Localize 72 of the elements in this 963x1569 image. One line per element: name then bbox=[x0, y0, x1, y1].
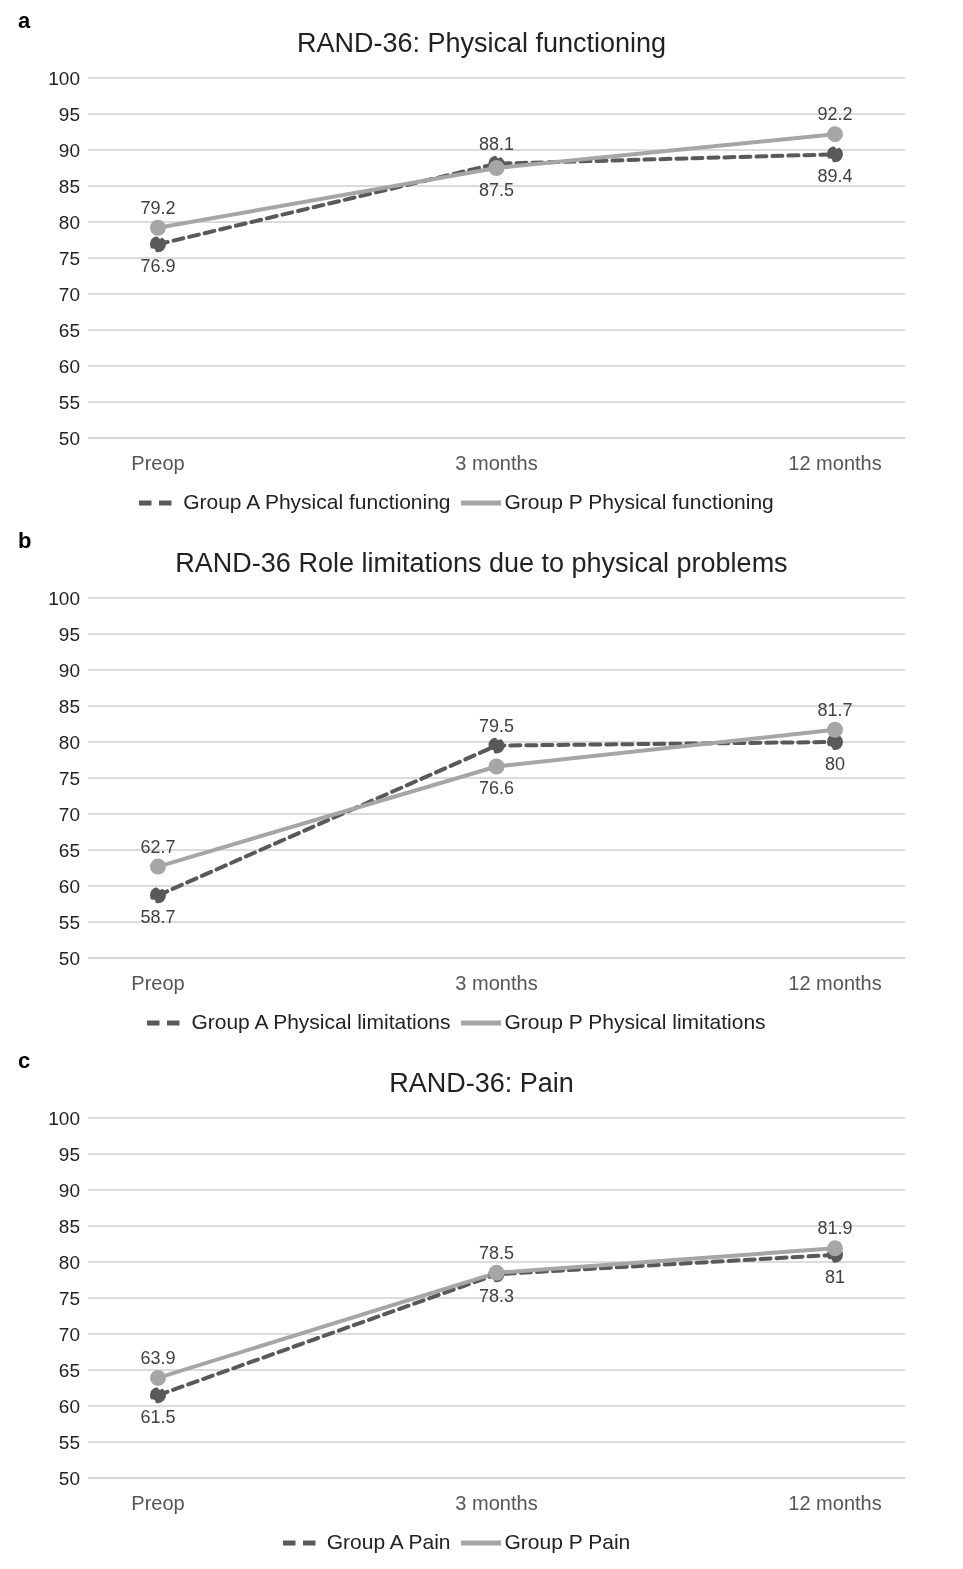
text: a bbox=[18, 8, 31, 34]
data-label: 78.5 bbox=[478, 1242, 515, 1263]
x-tick-label: 12 months bbox=[788, 1492, 882, 1515]
x-tick-label: 3 months bbox=[455, 1492, 538, 1515]
x-tick-label: Preop bbox=[131, 1492, 185, 1515]
text: b bbox=[18, 528, 32, 554]
x-tick-label: Preop bbox=[131, 972, 185, 995]
data-label: 87.5 bbox=[478, 180, 515, 200]
y-tick-label: 80 bbox=[58, 731, 80, 753]
legend-label: Group P Pain bbox=[504, 1529, 631, 1553]
y-tick-label: 90 bbox=[58, 659, 80, 681]
data-label: 92.2 bbox=[817, 104, 853, 125]
data-label: 76.6 bbox=[478, 778, 515, 799]
data-label: 62.7 bbox=[140, 836, 176, 857]
data-label: 76.9 bbox=[140, 256, 176, 277]
y-tick-label: 70 bbox=[58, 283, 80, 305]
x-tick-label: 12 months bbox=[788, 972, 882, 995]
legend-label: Group A Physical functioning bbox=[183, 489, 451, 513]
y-tick-label: 70 bbox=[58, 1323, 80, 1345]
y-tick-label: 100 bbox=[48, 587, 80, 609]
y-tick-label: 75 bbox=[58, 1287, 80, 1309]
data-label: 79.5 bbox=[478, 715, 515, 736]
x-tick-label: 3 months bbox=[455, 452, 538, 475]
y-tick-label: 65 bbox=[58, 839, 80, 861]
x-tick-label: Preop bbox=[131, 452, 185, 475]
y-tick-label: 90 bbox=[58, 1179, 80, 1201]
data-label: 58.7 bbox=[140, 907, 176, 928]
y-tick-label: 55 bbox=[58, 911, 80, 933]
y-tick-label: 60 bbox=[58, 355, 80, 377]
text: c bbox=[18, 1048, 31, 1074]
y-tick-label: 55 bbox=[58, 1431, 80, 1453]
y-tick-label: 95 bbox=[58, 103, 80, 125]
y-tick-label: 80 bbox=[58, 1251, 80, 1273]
legend-label: Group A Pain bbox=[326, 1529, 451, 1553]
y-tick-label: 95 bbox=[58, 623, 80, 645]
y-tick-label: 70 bbox=[58, 803, 80, 825]
y-tick-label: 90 bbox=[58, 139, 80, 161]
data-label: 78.3 bbox=[478, 1286, 515, 1307]
data-label: 88.1 bbox=[478, 133, 515, 154]
chart-title: RAND-36: Physical functioning bbox=[296, 28, 667, 58]
y-tick-label: 60 bbox=[58, 1395, 80, 1417]
y-tick-label: 65 bbox=[58, 1359, 80, 1381]
y-tick-label: 60 bbox=[58, 875, 80, 897]
chart-title: RAND-36 Role limitations due to physical problems bbox=[175, 548, 788, 578]
y-tick-label: 100 bbox=[48, 1107, 80, 1129]
y-tick-label: 65 bbox=[58, 319, 80, 341]
y-tick-label: 85 bbox=[58, 695, 80, 717]
x-tick-label: 3 months bbox=[455, 972, 538, 995]
legend-label: Group P Physical limitations bbox=[504, 1009, 766, 1033]
data-label: 81.9 bbox=[817, 1218, 853, 1239]
y-tick-label: 50 bbox=[58, 947, 80, 969]
y-tick-label: 80 bbox=[58, 211, 80, 233]
legend-label: Group P Physical functioning bbox=[504, 489, 774, 513]
y-tick-label: 100 bbox=[48, 67, 80, 89]
data-label: 81.7 bbox=[817, 699, 853, 720]
y-tick-label: 85 bbox=[58, 175, 80, 197]
data-label: 81 bbox=[824, 1266, 846, 1287]
y-tick-label: 95 bbox=[58, 1143, 80, 1165]
data-label: 79.2 bbox=[140, 197, 176, 218]
y-tick-label: 50 bbox=[58, 427, 80, 449]
x-tick-label: 12 months bbox=[788, 452, 882, 475]
y-tick-label: 75 bbox=[58, 247, 80, 269]
chart-title: RAND-36: Pain bbox=[389, 1068, 574, 1098]
y-tick-label: 55 bbox=[58, 391, 80, 413]
legend-label: Group A Physical limitations bbox=[191, 1009, 451, 1033]
y-tick-label: 50 bbox=[58, 1467, 80, 1489]
data-label: 63.9 bbox=[140, 1347, 176, 1368]
data-label: 89.4 bbox=[817, 166, 853, 187]
y-tick-label: 75 bbox=[58, 767, 80, 789]
data-label: 61.5 bbox=[140, 1407, 176, 1428]
y-tick-label: 85 bbox=[58, 1215, 80, 1237]
data-label: 80 bbox=[824, 754, 846, 774]
